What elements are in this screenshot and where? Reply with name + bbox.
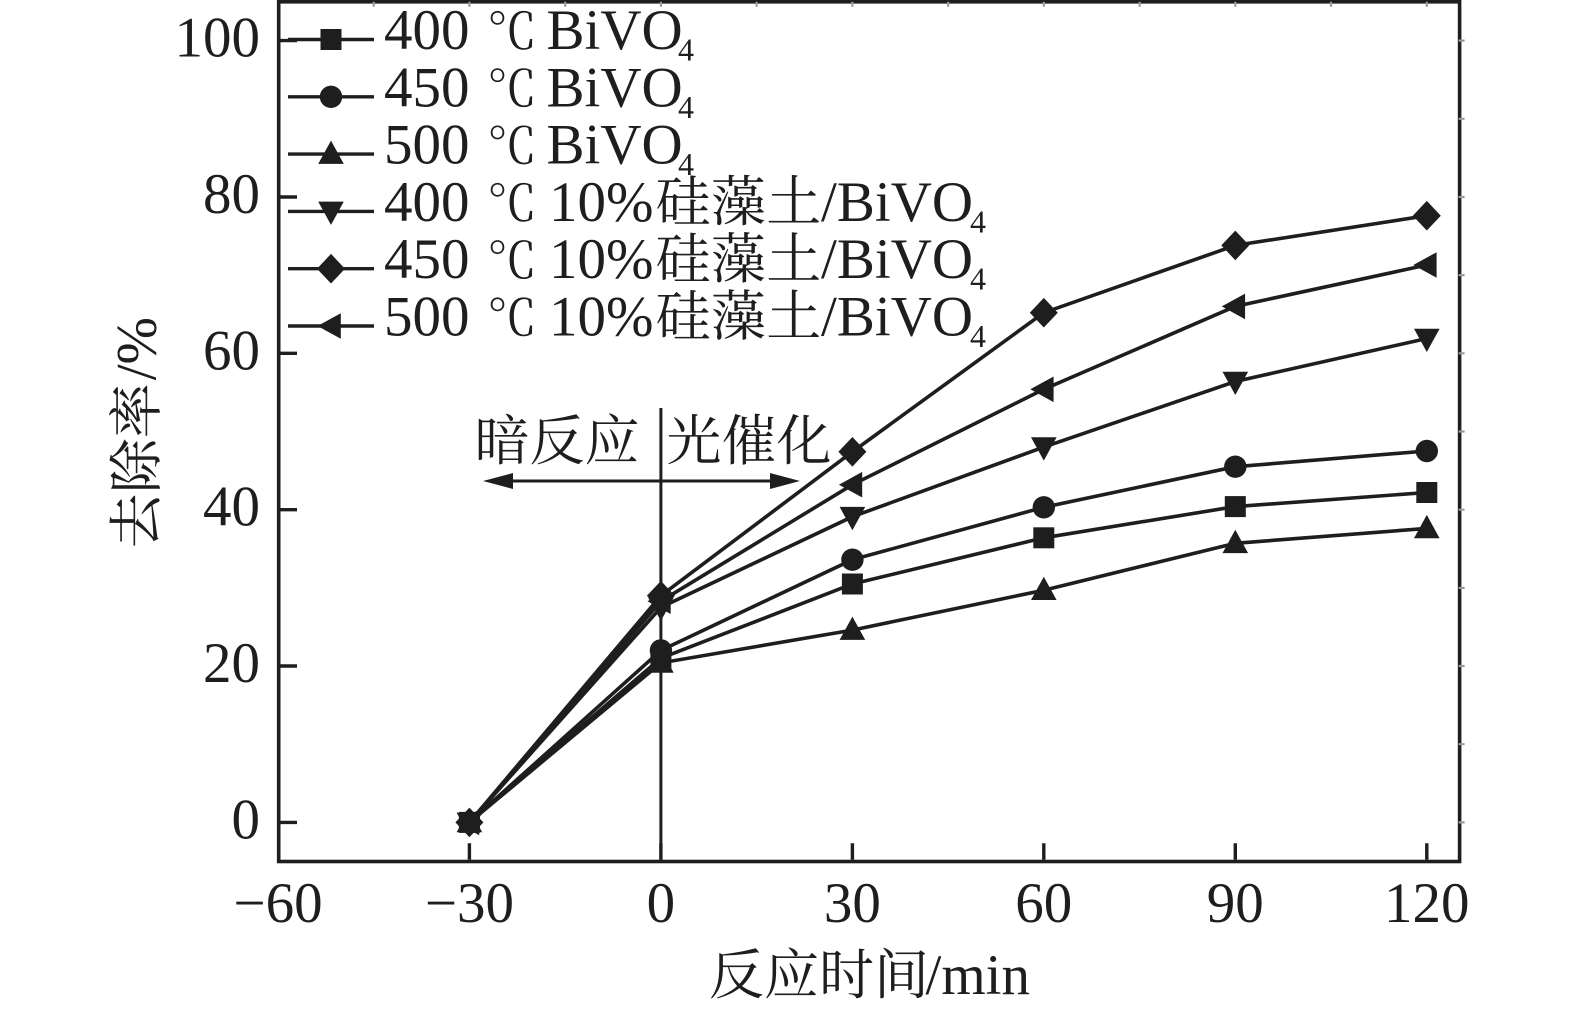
svg-text:450: 450 (384, 56, 470, 119)
svg-text:0: 0 (232, 788, 261, 851)
svg-text:4: 4 (970, 261, 986, 297)
svg-text:80: 80 (203, 163, 260, 226)
svg-text:400: 400 (384, 0, 470, 62)
svg-text:10%: 10% (549, 228, 653, 291)
svg-text:4: 4 (970, 203, 986, 239)
svg-text:BiVO: BiVO (547, 56, 683, 119)
svg-text:20: 20 (203, 632, 260, 695)
svg-text:4: 4 (678, 32, 694, 68)
svg-text:−60: −60 (233, 872, 322, 935)
svg-text:0: 0 (647, 872, 676, 935)
svg-text:4: 4 (678, 146, 694, 182)
svg-text:BiVO: BiVO (547, 0, 683, 62)
svg-text:450: 450 (384, 228, 470, 291)
svg-text:10%: 10% (549, 171, 653, 234)
svg-text:10%: 10% (549, 286, 653, 349)
svg-text:120: 120 (1384, 872, 1470, 935)
svg-text:400: 400 (384, 171, 470, 234)
svg-text:100: 100 (175, 7, 261, 70)
svg-text:40: 40 (203, 476, 260, 539)
svg-text:60: 60 (203, 319, 260, 382)
svg-text:BiVO: BiVO (547, 114, 683, 177)
svg-text:/BiVO: /BiVO (821, 286, 973, 349)
svg-text:−30: −30 (425, 872, 514, 935)
svg-text:60: 60 (1015, 872, 1072, 935)
svg-text:/%: /% (106, 317, 169, 380)
svg-text:4: 4 (970, 318, 986, 354)
svg-text:90: 90 (1207, 872, 1264, 935)
svg-text:/BiVO: /BiVO (821, 228, 973, 291)
svg-text:500: 500 (384, 114, 470, 177)
svg-text:30: 30 (824, 872, 881, 935)
svg-text:500: 500 (384, 286, 470, 349)
svg-text:/min: /min (926, 944, 1031, 1007)
svg-text:4: 4 (678, 89, 694, 125)
svg-text:/BiVO: /BiVO (821, 171, 973, 234)
